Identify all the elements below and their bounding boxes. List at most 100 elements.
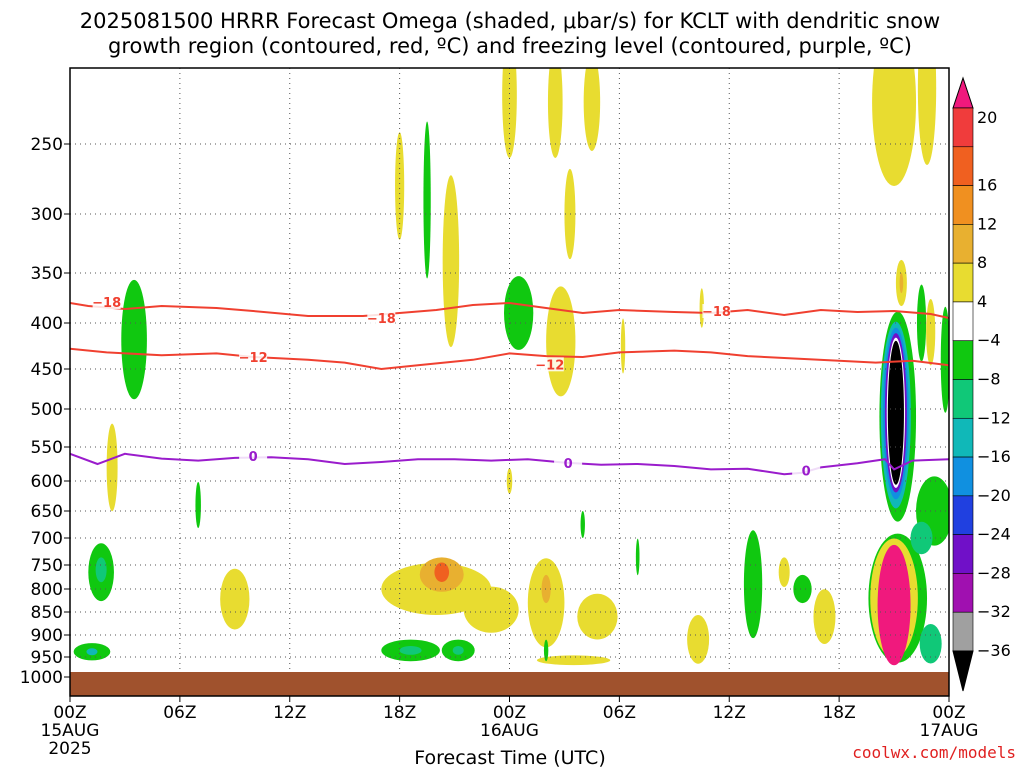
y-tick-label: 350 xyxy=(31,264,63,284)
contour-label: −12 xyxy=(535,358,564,373)
colorbar-segment xyxy=(952,301,974,342)
omega-shaded-region xyxy=(899,273,904,293)
omega-shaded-region xyxy=(434,562,450,582)
omega-shaded-region xyxy=(577,593,618,640)
omega-shaded-region xyxy=(543,639,549,662)
colorbar-segment xyxy=(952,379,974,419)
x-tick-date-label: 16AUG xyxy=(480,721,539,741)
omega-shaded-region xyxy=(423,121,431,279)
y-tick-label: 800 xyxy=(31,580,63,600)
colorbar-segment xyxy=(952,534,974,574)
contour-label: −12 xyxy=(239,351,268,366)
omega-shaded-region xyxy=(541,574,551,604)
omega-shaded-region xyxy=(547,68,563,158)
omega-shaded-region xyxy=(106,423,118,512)
x-tick-label: 06Z xyxy=(163,703,196,723)
omega-shaded-region xyxy=(504,276,534,350)
colorbar-top-arrow xyxy=(952,76,974,109)
contour-label: 0 xyxy=(249,450,258,465)
x-tick-date-label: 17AUG xyxy=(920,721,979,741)
omega-shaded-region xyxy=(452,646,464,655)
colorbar-segment xyxy=(952,185,974,225)
y-tick-label: 750 xyxy=(31,556,63,576)
chart-title-line1: 2025081500 HRRR Forecast Omega (shaded, … xyxy=(80,9,940,33)
x-axis-label: Forecast Time (UTC) xyxy=(414,747,605,768)
omega-shaded-region xyxy=(940,306,949,413)
colorbar-label: 4 xyxy=(977,292,987,311)
omega-shaded-region xyxy=(910,521,933,555)
omega-shaded-region xyxy=(687,615,710,664)
colorbar-segment xyxy=(952,573,974,613)
y-tick-label: 900 xyxy=(31,626,63,646)
omega-shaded-region xyxy=(926,299,936,366)
omega-shaded-region xyxy=(877,544,911,666)
y-tick-label: 850 xyxy=(31,603,63,623)
contour-label: 0 xyxy=(802,464,811,479)
omega-shaded-region xyxy=(872,68,917,186)
colorbar-label: −12 xyxy=(977,408,1011,427)
colorbar-label: −32 xyxy=(977,602,1011,621)
colorbar-label: −24 xyxy=(977,525,1011,544)
temperature-contours: −18 −18 −18 −12 −12 0 0 0 xyxy=(70,295,949,479)
omega-shaded-region xyxy=(813,589,836,644)
colorbar-label: −8 xyxy=(977,370,1001,389)
colorbar-label: 16 xyxy=(977,176,997,195)
omega-shaded-region xyxy=(463,586,519,633)
omega-shaded-region xyxy=(564,168,576,260)
colorbar-segment xyxy=(952,456,974,497)
colorbar-label: −20 xyxy=(977,486,1011,505)
colorbar: 20 16 12 8 4 −4 −8 −12 −16 −20 −24 −28 −32 −36 xyxy=(952,76,1011,692)
omega-shaded-region xyxy=(919,624,942,664)
omega-shaded-region xyxy=(916,284,927,362)
colorbar-segment xyxy=(952,107,974,148)
y-tick-label: 400 xyxy=(31,314,63,334)
omega-shaded-region xyxy=(399,646,422,655)
omega-shaded-region xyxy=(536,655,611,666)
y-tick-label: 1000 xyxy=(20,668,63,688)
contour-label-bg xyxy=(367,311,396,325)
y-tick-label: 650 xyxy=(31,502,63,522)
omega-shaded-region xyxy=(917,68,937,165)
colorbar-segment xyxy=(952,146,974,186)
chart-title-line2: growth region (contoured, red, ºC) and f… xyxy=(108,34,912,58)
y-tick-label: 500 xyxy=(31,400,63,420)
contour-label-bg xyxy=(92,295,121,309)
y-tick-label: 700 xyxy=(31,529,63,549)
omega-shaded-region xyxy=(506,468,513,494)
omega-shaded-region xyxy=(502,68,517,158)
x-tick-label: 00Z xyxy=(932,703,965,723)
colorbar-label: −16 xyxy=(977,447,1011,466)
y-tick-label: 550 xyxy=(31,438,63,458)
omega-shaded-region xyxy=(220,568,250,630)
colorbar-label: −28 xyxy=(977,563,1011,582)
omega-shaded-region xyxy=(620,318,626,374)
omega-shaded-region xyxy=(635,538,640,576)
y-tick-label: 950 xyxy=(31,648,63,668)
contour-label-bg xyxy=(702,304,731,318)
omega-shaded-region xyxy=(887,340,904,485)
omega-shaded-region xyxy=(442,175,460,348)
colorbar-bottom-arrow xyxy=(952,650,974,692)
omega-shaded-region xyxy=(583,68,601,151)
x-tick-label: 12Z xyxy=(273,703,306,723)
contour-label: −18 xyxy=(367,312,396,327)
omega-shaded-region xyxy=(580,511,585,538)
colorbar-label: −36 xyxy=(977,641,1011,660)
y-axis-pressure: 250 300 350 400 450 500 550 600 650 700 750 800 850 9… xyxy=(20,135,70,688)
y-tick-label: 250 xyxy=(31,135,63,155)
colorbar-segment xyxy=(952,495,974,535)
colorbar-label: 12 xyxy=(977,214,997,233)
omega-shaded-region xyxy=(546,286,576,397)
colorbar-segment xyxy=(952,340,974,380)
omega-shaded-region xyxy=(86,648,98,656)
colorbar-segment xyxy=(952,224,974,264)
x-tick-year-label: 2025 xyxy=(48,739,91,759)
ground-band xyxy=(70,672,949,696)
contour-label: −18 xyxy=(702,305,731,320)
x-tick-label: 18Z xyxy=(383,703,416,723)
omega-shaded-region xyxy=(121,279,147,400)
x-tick-label: 00Z xyxy=(493,703,526,723)
omega-shaded-region xyxy=(793,574,812,604)
omega-shaded-region xyxy=(195,481,201,529)
